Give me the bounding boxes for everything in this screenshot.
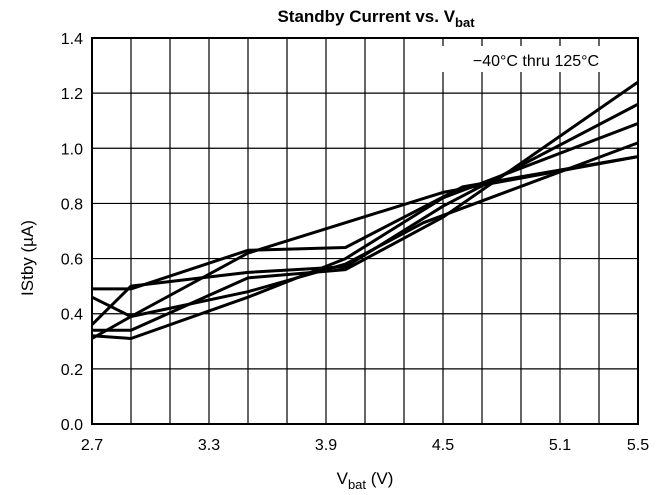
grid [92,38,638,424]
annotation-box [440,46,632,72]
x-axis-label-unit: (V) [366,469,393,488]
y-tick-label: 0.6 [61,252,83,269]
y-tick-label: 1.2 [61,86,83,103]
y-tick-label: 1.4 [61,31,83,48]
x-tick-labels: 2.7 3.3 3.9 4.5 5.1 5.5 [81,437,649,454]
series-line [92,80,639,332]
y-tick-labels: 0.0 0.2 0.4 0.6 0.8 1.0 1.2 1.4 [61,31,83,434]
plot-frame [91,37,639,425]
series-line [91,155,639,340]
x-tick-label: 2.7 [81,437,103,454]
chart-title: Standby Current vs. Vbat [277,7,475,30]
y-tick-label: 0.2 [61,362,83,379]
x-tick-label: 3.3 [198,437,220,454]
y-tick-label: 1.0 [61,141,83,158]
series-line [90,102,639,326]
chart-title-main: Standby Current vs. V [277,7,455,26]
x-axis-label-subscript: bat [348,477,366,492]
x-axis-label: Vbat (V) [337,469,394,492]
chart-title-subscript: bat [455,15,475,30]
x-tick-label: 5.5 [627,437,649,454]
y-tick-label: 0.4 [61,307,83,324]
x-tick-label: 5.1 [549,437,571,454]
annotation-temperature-range: −40°C thru 125°C [473,53,599,70]
x-axis-label-main: V [337,469,349,488]
x-tick-label: 4.5 [432,437,454,454]
y-tick-label: 0.8 [61,196,83,213]
y-axis-label: IStby (µA) [18,220,37,296]
series-layer [90,80,639,340]
x-tick-label: 3.9 [315,437,337,454]
y-tick-label: 0.0 [61,417,83,434]
